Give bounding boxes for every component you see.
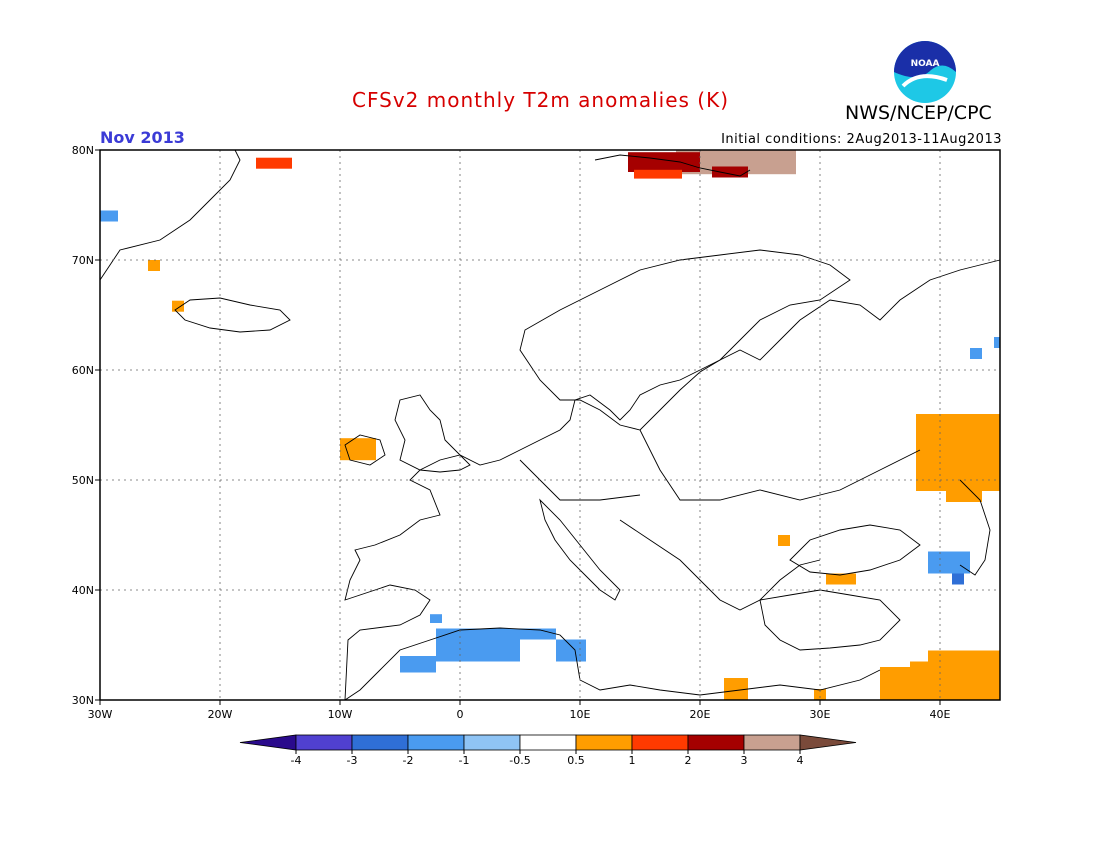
anomaly-cell-iceland-orange — [172, 300, 184, 312]
colorbar-swatch — [351, 734, 409, 751]
ireland-coastline — [344, 434, 386, 466]
black-sea-coastline — [789, 524, 921, 576]
lat-label: 50N — [72, 474, 94, 487]
anomaly-cells — [100, 150, 1000, 700]
colorbar-swatch — [687, 734, 745, 751]
eastern-border — [639, 429, 921, 501]
axis-ticks — [95, 149, 941, 705]
europe-coastline — [344, 259, 1001, 701]
lat-label: 30N — [72, 694, 94, 707]
iceland-coastline — [174, 297, 291, 333]
lat-label: 80N — [72, 144, 94, 157]
italy-coastline — [539, 498, 621, 601]
lat-labels: 30N 40N 50N 60N 70N 80N — [72, 144, 94, 707]
anomaly-cell-caucasus-blue-2 — [952, 573, 964, 585]
anomaly-cell-spain-blue — [430, 614, 442, 623]
colorbar-label: 3 — [741, 754, 748, 767]
caspian-coastline — [959, 479, 991, 576]
anomaly-cell-svalbard-center — [628, 152, 700, 172]
anomaly-cell-urals-blue-2 — [994, 337, 1000, 348]
lon-label: 20W — [208, 708, 233, 721]
colorbar-swatch — [463, 734, 521, 751]
anomaly-cell-black-sea-orange — [778, 535, 790, 546]
britain-coastline — [394, 394, 471, 473]
lon-label: 40E — [930, 708, 951, 721]
colorbar-label: 2 — [685, 754, 692, 767]
forecast-month: Nov 2013 — [100, 128, 185, 147]
lon-label: 0 — [457, 708, 464, 721]
logo-text: NOAA — [911, 59, 940, 69]
colorbar-swatch — [631, 734, 689, 751]
colorbar-label: 0.5 — [567, 754, 585, 767]
colorbar-label: -1 — [459, 754, 470, 767]
colorbar-swatch — [743, 734, 801, 751]
colorbar-arrow-right — [799, 734, 857, 751]
anomaly-cell-egypt-orange — [814, 689, 826, 700]
anomaly-cell-greenland-blue — [100, 210, 118, 222]
anomaly-cell-turkey-orange — [826, 573, 856, 585]
colorbar-label: -3 — [347, 754, 358, 767]
anomaly-cell-greenland-orange — [148, 260, 160, 271]
noaa-logo-icon: NOAA — [894, 41, 956, 103]
anomaly-cell-urals-blue — [970, 348, 982, 359]
lon-label: 30E — [810, 708, 831, 721]
colorbar-label: -2 — [403, 754, 414, 767]
colorbar-swatch — [295, 734, 353, 751]
colorbar-label: -0.5 — [509, 754, 530, 767]
lon-labels: 30W 20W 10W 0 10E 20E 30E 40E — [88, 708, 951, 721]
anomaly-cell-greece-orange — [724, 678, 748, 700]
lon-label: 10W — [328, 708, 353, 721]
lat-label: 60N — [72, 364, 94, 377]
north-africa-coastline — [344, 627, 881, 701]
anomaly-cell-svalbard-west — [256, 157, 292, 169]
colorbar-label: 4 — [797, 754, 804, 767]
colorbar-swatch — [575, 734, 633, 751]
colorbar-arrow-left — [239, 734, 297, 751]
lon-label: 30W — [88, 708, 113, 721]
lat-label: 40N — [72, 584, 94, 597]
colorbar-swatch — [519, 734, 577, 751]
anomaly-cell-middle-east-orange-3 — [910, 661, 964, 700]
grid-lines — [100, 150, 1000, 700]
anomaly-cell-tunisia-blue — [556, 639, 586, 662]
svalbard-coastline — [594, 154, 751, 177]
lat-label: 70N — [72, 254, 94, 267]
colorbar-labels: -4 -3 -2 -1 -0.5 0.5 1 2 3 4 — [291, 750, 804, 767]
anomaly-cell-svalbard-east — [712, 166, 748, 178]
anomaly-cell-russia-east-orange-2 — [946, 436, 982, 502]
colorbar-swatch — [407, 734, 465, 751]
greenland-coastline — [99, 149, 241, 281]
anomaly-cell-svalbard-center-south — [634, 169, 682, 179]
colorbar-label: -4 — [291, 754, 302, 767]
anomaly-cell-n-africa-blue-2 — [460, 628, 556, 640]
anomaly-cell-caucasus-blue — [928, 551, 970, 574]
initial-conditions: Initial conditions: 2Aug2013-11Aug2013 — [721, 132, 1002, 147]
map-frame — [99, 149, 1001, 701]
organization-label: NWS/NCEP/CPC — [845, 102, 992, 124]
lon-label: 20E — [690, 708, 711, 721]
turkey-coastline — [759, 589, 901, 651]
anomaly-cell-n-africa-blue-3 — [400, 656, 436, 673]
central-border — [519, 459, 641, 501]
scandinavia-coastline — [519, 249, 851, 431]
colorbar — [239, 734, 857, 751]
balkans-coastline — [619, 519, 821, 611]
chart-title: CFSv2 monthly T2m anomalies (K) — [352, 88, 729, 112]
coastlines — [99, 149, 1001, 701]
lon-label: 10E — [570, 708, 591, 721]
colorbar-label: 1 — [629, 754, 636, 767]
anomaly-cell-ireland-orange — [340, 438, 376, 461]
